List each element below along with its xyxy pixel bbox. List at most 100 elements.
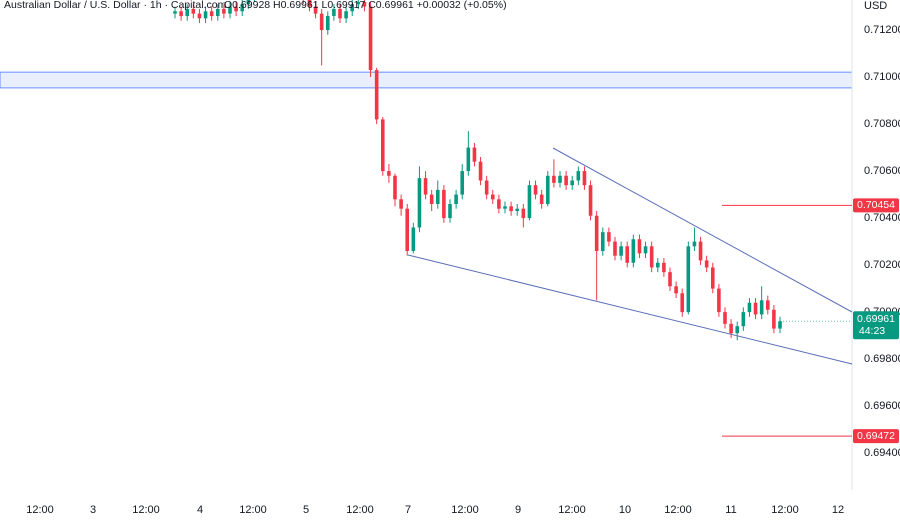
x-tick-label: 12:00	[771, 504, 799, 516]
candle-body	[723, 312, 727, 324]
candle-body	[545, 175, 550, 204]
candle-body	[448, 203, 452, 219]
candle-body	[368, 6, 373, 71]
candle-body	[717, 288, 721, 313]
candle-body	[607, 232, 611, 242]
candle-body	[765, 300, 770, 310]
candle-body	[539, 194, 544, 204]
candle-body	[240, 4, 245, 12]
candle-body	[564, 175, 568, 186]
candle-body	[619, 246, 623, 256]
candle-body	[772, 309, 776, 329]
ohlc-header: O0.69928 H0.69961 L0.69917 C0.69961 +0.0…	[224, 0, 507, 11]
candle-body	[215, 8, 220, 16]
candle-body	[417, 178, 422, 228]
candle-body	[625, 246, 630, 263]
x-tick-label: 12:00	[451, 504, 479, 516]
candle-body	[374, 70, 379, 120]
chart-title: Australian Dollar / U.S. Dollar · 1h · C…	[4, 0, 227, 11]
candle-body	[478, 161, 483, 181]
x-tick-label: 12	[832, 504, 844, 516]
candle-body	[643, 246, 648, 254]
last-price-label: 0.69961	[857, 313, 895, 325]
x-tick-label: 4	[197, 504, 203, 516]
y-tick-label: 0.69800	[864, 353, 900, 365]
candle-body	[429, 194, 434, 204]
candle-body	[497, 199, 501, 209]
candle-body	[588, 185, 593, 216]
candle-body	[527, 185, 532, 219]
candle-body	[686, 246, 691, 313]
x-tick-label: 12:00	[132, 504, 160, 516]
y-tick-label: 0.70400	[864, 212, 900, 224]
trend-line-upper	[552, 147, 853, 313]
x-tick-label: 5	[303, 504, 309, 516]
candle-body	[338, 8, 342, 19]
plot-area	[0, 0, 852, 341]
candle-body	[484, 180, 489, 195]
overlay	[407, 147, 853, 365]
candle-body	[228, 6, 232, 14]
candle-body	[454, 194, 458, 204]
candle-body	[411, 227, 416, 251]
candle-body	[576, 171, 581, 181]
candle-body	[234, 6, 238, 12]
candle-body	[668, 272, 672, 287]
candle-body	[435, 189, 440, 204]
candle-body	[747, 302, 752, 313]
candle-body	[332, 8, 336, 16]
candle-body	[552, 175, 556, 183]
candle-body	[460, 171, 465, 195]
y-tick-label: 0.69600	[864, 400, 900, 412]
candle-body	[490, 194, 495, 200]
candle-body	[533, 185, 538, 195]
level-label: 0.69472	[857, 430, 895, 442]
candle-body	[759, 300, 764, 315]
candle-body	[387, 171, 391, 176]
x-tick-label: 7	[405, 504, 411, 516]
candle-body	[179, 11, 183, 16]
candle-body	[173, 11, 177, 14]
candle-body	[509, 206, 513, 212]
x-tick-label: 12:00	[239, 504, 267, 516]
candle-body	[197, 13, 202, 19]
y-tick-label: 0.71000	[864, 71, 900, 83]
level-label: 0.70454	[857, 199, 895, 211]
x-tick-label: 11	[725, 504, 736, 516]
last-price-tag	[853, 311, 899, 340]
candle-body	[698, 241, 703, 261]
candle-body	[399, 199, 403, 209]
candle-body	[613, 241, 617, 256]
candle-body	[209, 11, 214, 16]
candle-body	[582, 171, 587, 186]
x-tick-label: 12:00	[346, 504, 374, 516]
candle-body	[662, 262, 666, 273]
candle-body	[710, 267, 715, 289]
candle-body	[222, 8, 226, 14]
candle-body	[515, 208, 520, 212]
candle-body	[503, 206, 507, 209]
candle-body	[203, 11, 208, 19]
candle-body	[778, 321, 782, 329]
y-tick-label: 0.70800	[864, 118, 900, 130]
candle-body	[674, 286, 678, 294]
x-tick-label: 3	[90, 504, 96, 516]
countdown-label: 44:23	[859, 325, 885, 337]
candle-body	[466, 147, 471, 172]
x-tick-label: 12:00	[664, 504, 692, 516]
candle-body	[631, 239, 636, 263]
level-tag	[853, 429, 899, 444]
candle-body	[472, 147, 477, 162]
candle-body	[600, 232, 605, 251]
trend-line-lower	[407, 254, 853, 365]
candle-body	[594, 215, 599, 251]
x-tick-label: 12:00	[26, 504, 54, 516]
y-tick-label: 0.71200	[864, 24, 900, 36]
candle-body	[405, 208, 410, 251]
level-tag	[853, 198, 899, 213]
candle-body	[344, 11, 348, 19]
candle-body	[704, 260, 709, 268]
candle-body	[570, 180, 575, 186]
candle-body	[649, 246, 654, 268]
